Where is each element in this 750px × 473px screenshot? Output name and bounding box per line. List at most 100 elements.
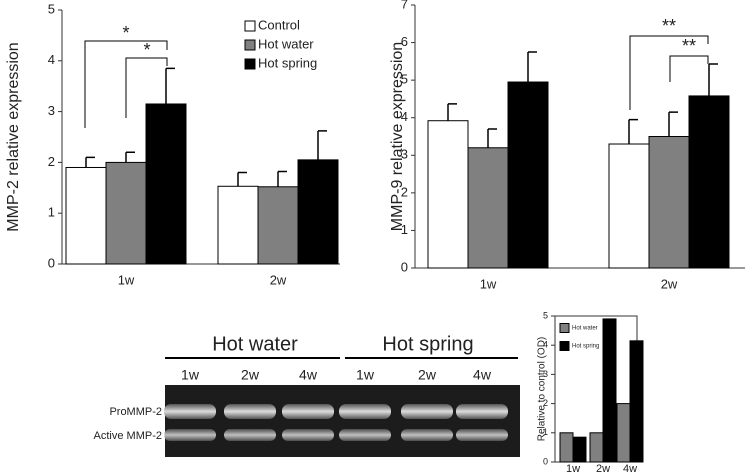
gel-lane: 1w [181,367,200,383]
bar [467,147,509,269]
y-tick-label: 0 [543,456,548,466]
y-tick-label: 2 [401,184,408,199]
gel-band [282,404,334,419]
gel-group: Hot spring [382,333,473,355]
x-tick-label: 4w [623,463,637,473]
significance-bracket [669,55,709,82]
x-tick-label: 1w [566,463,580,473]
significance-mark: ** [682,36,696,56]
bar [648,136,690,269]
significance-bracket [125,57,168,118]
x-tick-label: 1w [118,272,135,287]
y-tick-label: 7 [401,0,408,11]
gel-lane: 4w [473,367,492,383]
x-tick-label: 1w [480,276,497,291]
gel-band [456,404,508,419]
gel-band [339,404,391,419]
bar [507,81,549,269]
y-tick-label: 2 [48,154,55,169]
bar [602,318,617,463]
bar [608,143,650,269]
gel-lane: 2w [418,367,437,383]
y-tick-label: 3 [401,147,408,162]
gel-band [164,404,216,419]
x-tick-label: 2w [661,276,678,291]
y-tick-label: 3 [48,103,55,118]
gel-group: Hot water [212,333,298,355]
bar [217,185,259,265]
gel-band [339,429,391,441]
error-bar [125,151,135,163]
error-bar [708,63,718,96]
gel-lane: 1w [356,367,375,383]
legend-label: Hot spring [572,344,599,350]
y-tick-label: 3 [543,369,548,379]
significance-mark: * [143,40,150,60]
gel-band [401,429,453,441]
gel-image [165,385,520,457]
y-tick-label: 5 [401,72,408,87]
y-tick-label: 4 [401,109,408,124]
bar [65,166,107,265]
bar [559,432,574,463]
y-axis-label: MMP-9 relative expression [389,42,406,231]
error-bar [277,170,287,187]
bar [688,95,730,269]
bar [297,159,339,265]
legend-label: Hot water [572,326,598,332]
gel-lane: 2w [241,367,260,383]
x-tick-label: 2w [596,463,610,473]
error-bar [85,156,95,168]
y-tick-label: 1 [401,222,408,237]
gel-band [456,429,508,441]
y-tick-label: 5 [543,310,548,320]
legend-swatch [559,323,570,333]
significance-bracket [629,35,709,110]
bar [572,436,587,463]
gel-lane: 4w [299,367,318,383]
y-tick-label: 4 [543,340,548,350]
bar [629,340,644,463]
y-tick-label: 4 [48,52,55,67]
legend-label: Control [258,17,300,32]
y-tick-label: 1 [48,205,55,220]
bar [616,403,631,463]
legend-swatch [559,341,570,351]
y-axis-label: Relative to control (OD) [537,337,548,441]
error-bar [165,67,175,104]
gel-band [282,429,334,441]
significance-mark: ** [662,16,676,36]
y-tick-label: 2 [543,398,548,408]
y-tick-label: 6 [401,34,408,49]
bar [427,120,469,269]
y-tick-label: 0 [401,259,408,274]
significance-bracket [84,40,168,128]
error-bar [487,128,497,148]
error-bar [628,118,638,145]
legend-swatch [244,39,256,51]
bar [105,161,147,265]
error-bar [668,111,678,137]
y-tick-label: 5 [48,1,55,16]
legend-label: Hot water [258,36,314,51]
bar [145,103,187,265]
gel-band [224,429,276,441]
error-bar [447,103,457,121]
y-tick-label: 1 [543,427,548,437]
error-bar [237,171,247,187]
bar [589,432,604,463]
gel-band [224,404,276,419]
legend-label: Hot spring [258,55,317,70]
x-tick-label: 2w [270,272,287,287]
gel-band [164,429,216,441]
gel-band [401,404,453,419]
legend-swatch [244,20,256,32]
gel-row: ProMMP-2 [109,406,162,418]
y-tick-label: 0 [48,255,55,270]
bar [257,186,299,265]
y-axis-label: MMP-2 relative expression [5,42,22,231]
legend-swatch [244,58,256,70]
gel-row: Active MMP-2 [94,430,162,442]
significance-mark: * [122,23,129,43]
